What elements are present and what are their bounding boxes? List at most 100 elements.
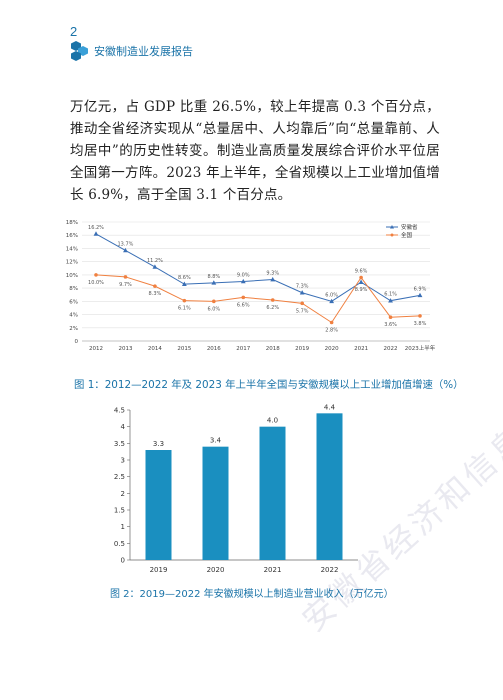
x-tick-label: 2020 <box>207 566 225 574</box>
data-label: 3.8% <box>414 321 427 327</box>
data-label: 9.0% <box>237 273 250 279</box>
y-tick-label: 4 <box>121 423 126 431</box>
data-label: 8.3% <box>149 291 162 297</box>
data-point-national <box>300 301 304 306</box>
y-tick-label: 0 <box>121 557 125 565</box>
data-point-anhui <box>181 281 187 286</box>
legend-label: 安徽省 <box>401 223 418 231</box>
y-tick-label: 14% <box>66 246 78 252</box>
data-point-anhui <box>299 290 305 295</box>
data-label: 6.1% <box>178 306 191 312</box>
x-tick-label: 2021 <box>354 346 368 352</box>
data-point-national <box>241 295 246 300</box>
data-label: 9.3% <box>266 271 279 277</box>
data-label: 3.6% <box>384 322 397 328</box>
bar <box>259 426 286 560</box>
data-point-national <box>212 299 216 304</box>
y-tick-label: 10% <box>66 273 78 279</box>
y-tick-label: 2% <box>69 326 78 332</box>
legend-label: 全国 <box>401 231 413 239</box>
data-label: 10.0% <box>88 280 104 286</box>
data-point-national <box>94 273 98 277</box>
y-tick-label: 16% <box>66 233 78 239</box>
data-point-anhui <box>123 247 128 253</box>
x-tick-label: 2013 <box>118 346 132 352</box>
legend-marker <box>390 225 394 229</box>
bar-chart: 0 0.5 1 1.5 2 2.5 3 3.5 4 4.5 3.3 2019 3.4 2020 4.0 202… <box>114 403 358 574</box>
y-tick-label: 4% <box>69 313 78 319</box>
data-point-national <box>329 320 334 325</box>
data-point-national <box>359 275 363 280</box>
data-point-anhui <box>152 264 158 269</box>
bar-value-label: 3.4 <box>210 437 222 445</box>
page-number: 2 <box>70 24 78 39</box>
bar <box>316 413 343 560</box>
y-tick-label: 4.5 <box>114 407 125 415</box>
hexagon-logo-icon <box>71 41 88 61</box>
data-label: 11.2% <box>147 258 163 264</box>
y-tick-label: 8% <box>69 286 78 292</box>
x-tick-label: 2019 <box>295 346 309 352</box>
figure-1-caption: 图 1：2012—2022 年及 2023 年上半年全国与安徽规模以上工业增加值… <box>74 379 464 391</box>
data-point-national <box>153 284 157 288</box>
data-label: 8.6% <box>178 275 191 281</box>
data-point-national <box>182 298 187 303</box>
x-tick-label: 2019 <box>150 566 168 574</box>
bar-value-label: 4.0 <box>267 417 278 425</box>
data-label: 6.2% <box>266 305 279 311</box>
y-tick-label: 0.5 <box>114 540 125 548</box>
data-label: 6.0% <box>207 306 220 312</box>
y-tick-label: 1.5 <box>114 507 125 515</box>
data-point-anhui <box>240 278 246 284</box>
x-tick-label: 2022 <box>384 346 398 352</box>
header-title: 安徽制造业发展报告 <box>94 45 193 58</box>
data-label: 7.3% <box>296 284 309 290</box>
data-label: 6.0% <box>325 292 338 298</box>
data-point-anhui <box>329 298 335 304</box>
running-header: 安徽制造业发展报告 <box>70 40 193 62</box>
data-label: 6.9% <box>414 286 427 292</box>
x-tick-label: 2017 <box>236 346 250 352</box>
bar-value-label: 4.4 <box>324 403 336 411</box>
legend-marker <box>390 233 394 237</box>
x-tick-label: 2023上半年 <box>405 344 436 352</box>
bar-chart-container: 0 0.5 1 1.5 2 2.5 3 3.5 4 4.5 3.3 2019 3.4 2020 4.0 202… <box>112 402 362 581</box>
line-chart-container: 0 2% 4% 6% 8% 10% 12% 14% 16% 18% 2012 2013 2014 2015… <box>58 214 443 368</box>
data-point-national <box>388 315 393 319</box>
y-tick-label: 2 <box>121 490 125 498</box>
data-label: 8.8% <box>207 274 220 280</box>
data-point-national <box>418 314 422 318</box>
data-point-anhui <box>211 280 217 285</box>
y-tick-label: 0 <box>75 339 79 345</box>
y-tick-label: 2.5 <box>114 473 125 481</box>
x-tick-label: 2016 <box>207 346 221 352</box>
data-point-anhui <box>358 279 364 284</box>
data-label: 9.7% <box>119 282 132 288</box>
data-point-anhui <box>93 231 99 236</box>
y-tick-label: 3.5 <box>114 440 125 448</box>
body-paragraph: 万亿元，占 GDP 比重 26.5%，较上年提高 0.3 个百分点，推动全省经济… <box>70 99 440 203</box>
bar <box>202 446 229 560</box>
bar <box>145 450 172 560</box>
data-label: 9.6% <box>355 269 368 275</box>
x-tick-label: 2020 <box>325 346 339 352</box>
x-tick-label: 2015 <box>177 346 191 352</box>
series-line-national <box>95 274 421 324</box>
y-tick-label: 3 <box>121 457 125 465</box>
x-tick-label: 2021 <box>264 566 282 574</box>
data-label: 16.2% <box>88 225 104 231</box>
bar-value-label: 3.3 <box>153 440 164 448</box>
line-chart: 0 2% 4% 6% 8% 10% 12% 14% 16% 18% 2012 2013 2014 2015… <box>66 220 436 352</box>
y-tick-label: 6% <box>69 299 78 305</box>
data-point-national <box>270 298 275 302</box>
series-line-anhui <box>95 233 421 302</box>
x-tick-label: 2022 <box>321 566 339 574</box>
data-label: 5.7% <box>296 308 309 314</box>
x-tick-label: 2018 <box>266 346 280 352</box>
y-tick-label: 1 <box>121 523 125 531</box>
y-tick-label: 18% <box>66 220 78 226</box>
data-label: 13.7% <box>118 241 134 247</box>
data-point-national <box>123 275 128 279</box>
data-label: 2.8% <box>325 327 338 333</box>
data-label: 8.9% <box>355 287 368 293</box>
